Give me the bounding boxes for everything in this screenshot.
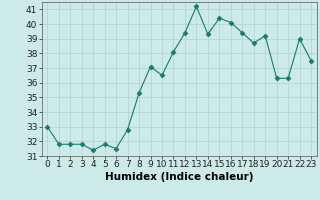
X-axis label: Humidex (Indice chaleur): Humidex (Indice chaleur) — [105, 172, 253, 182]
